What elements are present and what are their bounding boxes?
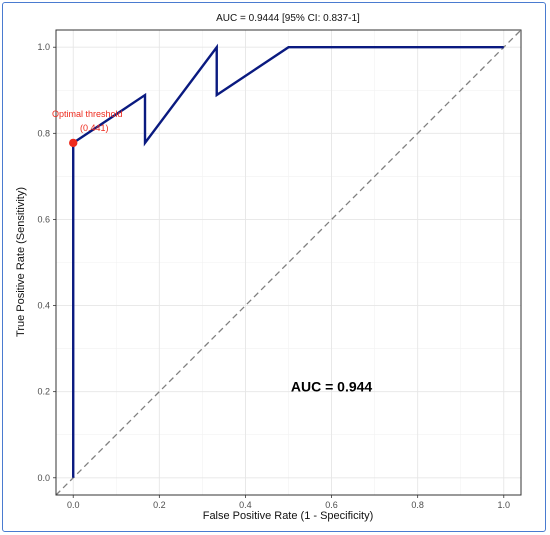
y-tick-label: 1.0 [37, 42, 50, 52]
y-tick-label: 0.6 [37, 214, 50, 224]
y-axis-label: True Positive Rate (Sensitivity) [15, 187, 27, 337]
chart-title: AUC = 0.9444 [95% CI: 0.837-1] [216, 13, 360, 24]
optimal-threshold-value: (0.441) [80, 123, 109, 133]
roc-curve-layer [72, 43, 504, 478]
y-tick-label: 0.4 [37, 301, 50, 311]
plot-panel-border [55, 29, 522, 496]
optimal-threshold-point [69, 138, 78, 148]
x-axis-label: False Positive Rate (1 - Specificity) [203, 510, 374, 522]
optimal-point-layer [69, 138, 78, 148]
x-tick-label: 0.4 [239, 500, 252, 510]
roc-curve-line [72, 43, 504, 478]
grid [56, 30, 521, 495]
x-tick-label: 1.0 [498, 500, 511, 510]
x-ticks: 0.0 0.2 0.4 0.6 0.8 1.0 [67, 495, 510, 510]
x-tick-label: 0.0 [67, 500, 80, 510]
y-tick-label: 0.8 [37, 128, 50, 138]
y-tick-label: 0.0 [37, 473, 50, 483]
x-tick-label: 0.6 [325, 500, 338, 510]
x-tick-label: 0.2 [153, 500, 166, 510]
x-tick-label: 0.8 [411, 500, 424, 510]
auc-annotation: AUC = 0.944 [291, 379, 373, 395]
y-tick-label: 0.2 [37, 387, 50, 397]
y-ticks: 0.0 0.2 0.4 0.6 0.8 1.0 [37, 42, 56, 483]
optimal-threshold-label: Optimal threshold [52, 109, 123, 119]
